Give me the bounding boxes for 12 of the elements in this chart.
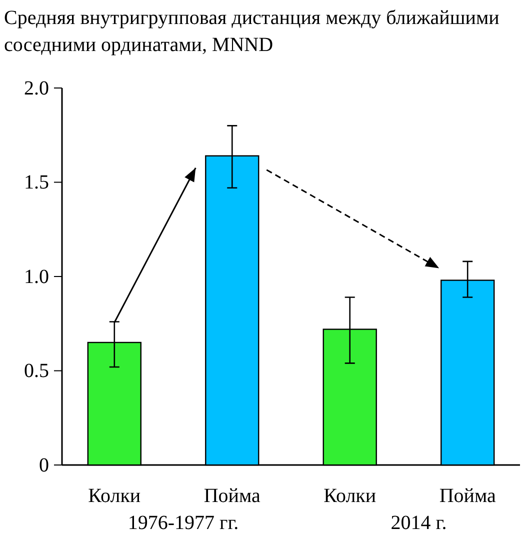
y-tick-label: 1.0 — [24, 266, 49, 288]
y-tick-label: 0 — [39, 454, 49, 476]
x-tick-label: Колки — [88, 485, 141, 507]
text: 1976-1977 гг. — [128, 512, 239, 534]
x-tick-label: Пойма — [439, 485, 496, 507]
y-tick-label: 1.5 — [24, 172, 49, 194]
x-tick-label: Колки — [324, 485, 376, 507]
y-tick-label: 0.5 — [24, 360, 49, 382]
chart-title: Средняя внутригрупповая дистанция между ближайшими соседними ординатами, MNND — [4, 7, 500, 56]
x-tick-label: Пойма — [204, 485, 261, 507]
text: 2014 г. — [390, 512, 447, 534]
y-tick-label: 2.0 — [24, 77, 49, 100]
